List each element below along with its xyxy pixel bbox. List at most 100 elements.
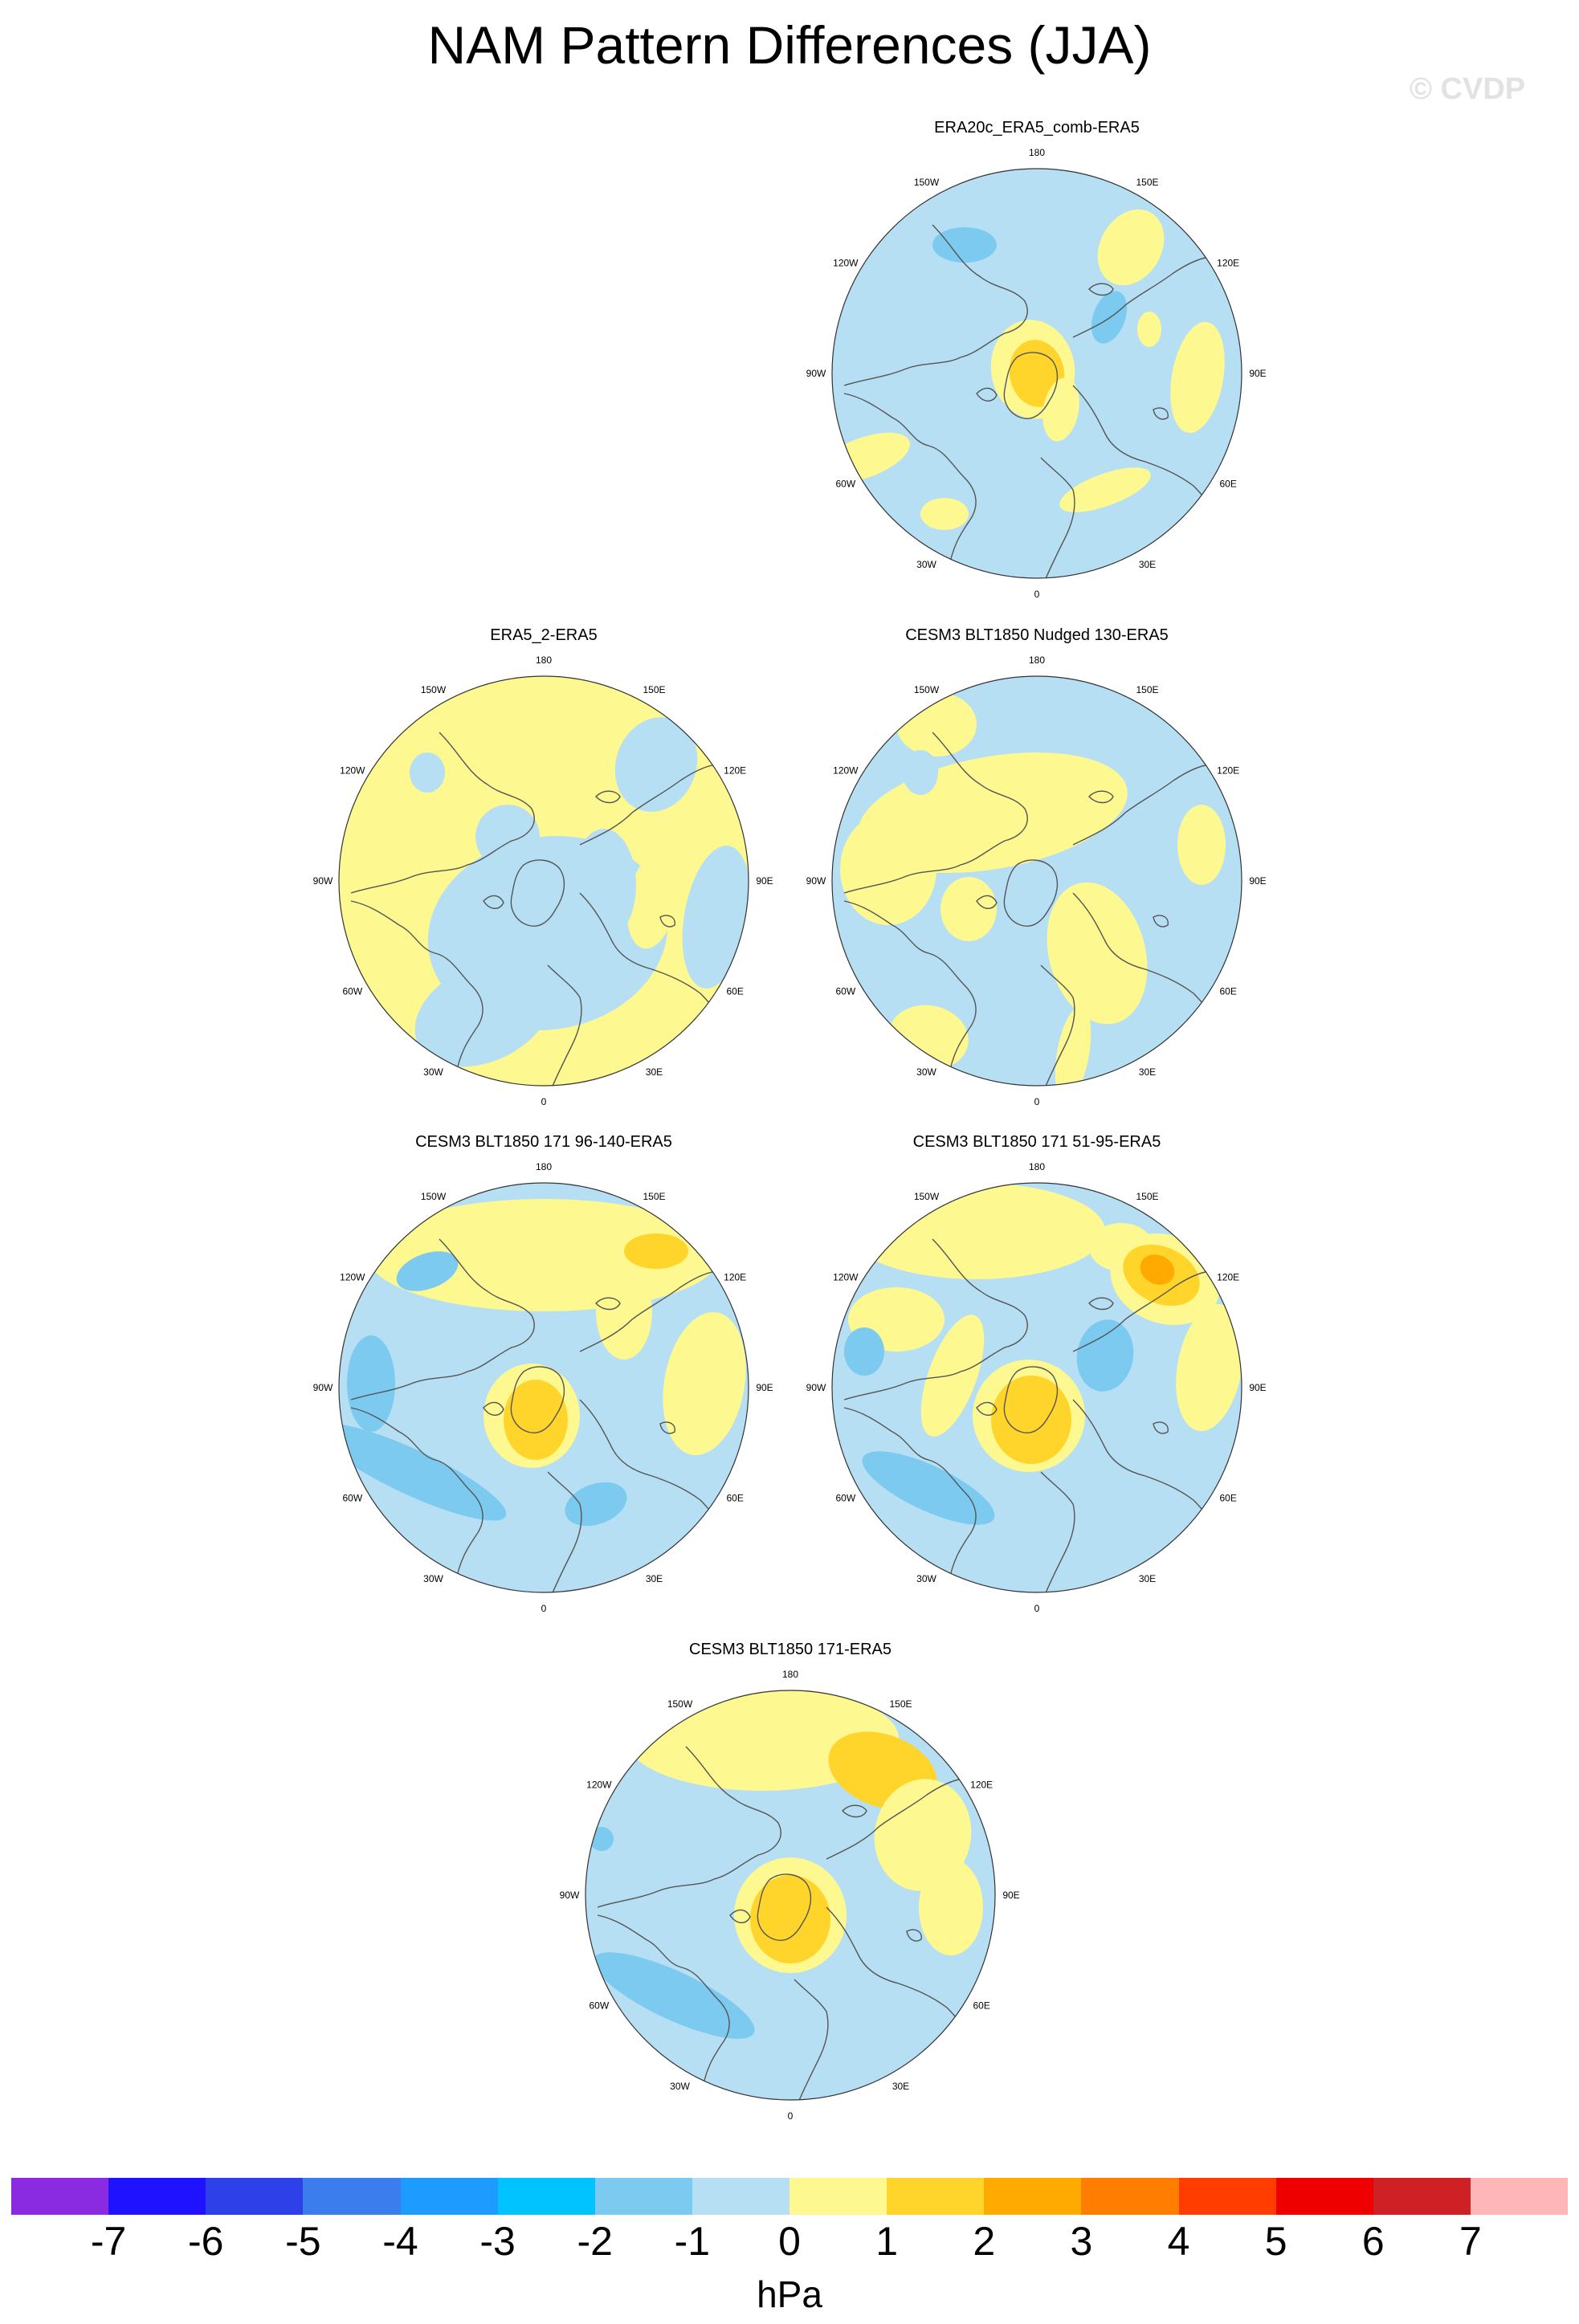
anomaly-contour-region: [475, 805, 540, 869]
anomaly-contour-region: [347, 1335, 395, 1432]
panel-title-2: ERA5_2-ERA5: [490, 626, 598, 644]
longitude-label: 60W: [835, 479, 855, 490]
longitude-label: 120W: [833, 258, 859, 269]
coastline: [1072, 892, 1226, 1030]
anomaly-contour-region: [896, 692, 977, 756]
coastline: [826, 1906, 980, 2045]
longitude-label: 150E: [889, 1698, 912, 1710]
coastline: [1088, 283, 1114, 296]
polar-map-51-95: 180 150E 120E 90E 60E 30E 0 30W 60W 90W 120W 150W: [806, 1161, 1267, 1614]
coastline: [1153, 407, 1169, 420]
longitude-label: 120E: [1217, 765, 1239, 777]
colorbar-tick-label: -3: [479, 2219, 516, 2264]
longitude-label: 150W: [914, 1191, 940, 1202]
colorbar: [11, 2178, 1568, 2215]
longitude-label: 30W: [916, 1573, 936, 1584]
anomaly-contour-region: [1140, 1254, 1175, 1285]
longitude-label: 60W: [835, 986, 855, 997]
colorbar-swatch: [692, 2178, 790, 2215]
coastline: [350, 900, 483, 1078]
longitude-label: 30W: [916, 559, 936, 570]
map-boundary: [585, 1690, 996, 2101]
longitude-label: 30E: [1139, 1573, 1156, 1584]
coastline: [1072, 385, 1226, 523]
longitude-label: 90W: [806, 1382, 826, 1393]
coastline: [1153, 1421, 1169, 1434]
colorbar-swatch: [400, 2178, 498, 2215]
longitude-label: 90E: [1002, 1890, 1019, 1901]
anomaly-contour-region: [920, 498, 969, 530]
colorbar-tick-label: -7: [90, 2219, 127, 2264]
longitude-label: 30W: [916, 1066, 936, 1078]
longitude-label: 30E: [1139, 559, 1156, 570]
longitude-label: 120E: [1217, 258, 1239, 269]
anomaly-contour-region: [862, 1451, 995, 1525]
longitude-label: 90W: [313, 1382, 333, 1393]
coastline: [794, 1979, 829, 2100]
longitude-label: 60W: [835, 1493, 855, 1504]
longitude-label: 180: [1029, 654, 1045, 666]
coastline: [906, 1929, 922, 1942]
longitude-label: 120W: [586, 1780, 612, 1791]
anomaly-contour-region: [1097, 209, 1165, 286]
coastline: [483, 1401, 504, 1416]
longitude-label: 150W: [914, 177, 940, 188]
coastline: [510, 1366, 565, 1433]
panel-title-1: ERA20c_ERA5_comb-ERA5: [934, 119, 1140, 137]
polar-map-171: 180 150E 120E 90E 60E 30E 0 30W 60W 90W 120W 150W: [560, 1669, 1020, 2122]
map-boundary: [831, 1182, 1242, 1593]
longitude-label: 30W: [670, 2081, 690, 2092]
anomaly-contour-region: [339, 1423, 507, 1521]
longitude-label: 90E: [756, 875, 773, 887]
longitude-label: 60E: [1219, 1493, 1236, 1504]
longitude-label: 180: [536, 1161, 552, 1172]
coastline: [579, 1270, 717, 1352]
coastline: [843, 393, 977, 571]
anomaly-contour-region: [414, 960, 553, 1067]
longitude-label: 0: [541, 1096, 547, 1107]
anomaly-contour-region: [1059, 467, 1151, 512]
coastline: [1040, 1471, 1075, 1592]
longitude-label: 90W: [806, 368, 826, 379]
colorbar-tick-label: -5: [285, 2219, 321, 2264]
coastline: [1003, 859, 1059, 927]
longitude-label: 60E: [973, 2000, 989, 2012]
anomaly-contour-region: [1076, 1319, 1134, 1392]
longitude-label: 90E: [1249, 1382, 1266, 1393]
longitude-label: 60E: [1219, 479, 1236, 490]
figure-title: NAM Pattern Differences (JJA): [427, 15, 1152, 75]
coastline: [1153, 915, 1169, 928]
anomaly-contour-region: [1055, 1005, 1091, 1086]
anomaly-contour-region: [919, 1859, 983, 1955]
coastline: [659, 1421, 675, 1434]
longitude-label: 0: [788, 2110, 794, 2122]
longitude-label: 120E: [1217, 1272, 1239, 1283]
colorbar-tick-label: 7: [1459, 2219, 1482, 2264]
anomaly-contour-region: [596, 1263, 652, 1360]
coastline: [976, 895, 998, 909]
map-boundary: [831, 675, 1242, 1087]
anomaly-contour-region: [1137, 312, 1161, 347]
longitude-label: 120W: [833, 765, 859, 777]
polar-map-era5-2: 180 150E 120E 90E 60E 30E 0 30W 60W 90W 120W 150W: [313, 654, 773, 1107]
colorbar-tick-label: -4: [382, 2219, 418, 2264]
coastline: [826, 1778, 964, 1860]
anomaly-contour-region: [920, 1315, 985, 1437]
colorbar-swatch: [11, 2178, 109, 2215]
colorbar-swatch: [887, 2178, 985, 2215]
longitude-label: 0: [1034, 1603, 1040, 1614]
coastline: [843, 900, 977, 1078]
longitude-label: 60W: [589, 2000, 609, 2012]
longitude-label: 150E: [643, 1191, 665, 1202]
coastline: [976, 1401, 998, 1416]
anomaly-contour-region: [1177, 805, 1226, 885]
panel-title-4: CESM3 BLT1850 171 96-140-ERA5: [415, 1133, 672, 1151]
longitude-label: 30E: [892, 2081, 909, 2092]
colorbar-swatch: [1178, 2178, 1276, 2215]
longitude-label: 90E: [756, 1382, 773, 1393]
colorbar-swatch: [108, 2178, 206, 2215]
longitude-label: 120E: [724, 765, 746, 777]
anomaly-contour-region: [840, 813, 936, 925]
anomaly-contour-region: [1091, 291, 1128, 344]
longitude-label: 150E: [1136, 684, 1158, 695]
